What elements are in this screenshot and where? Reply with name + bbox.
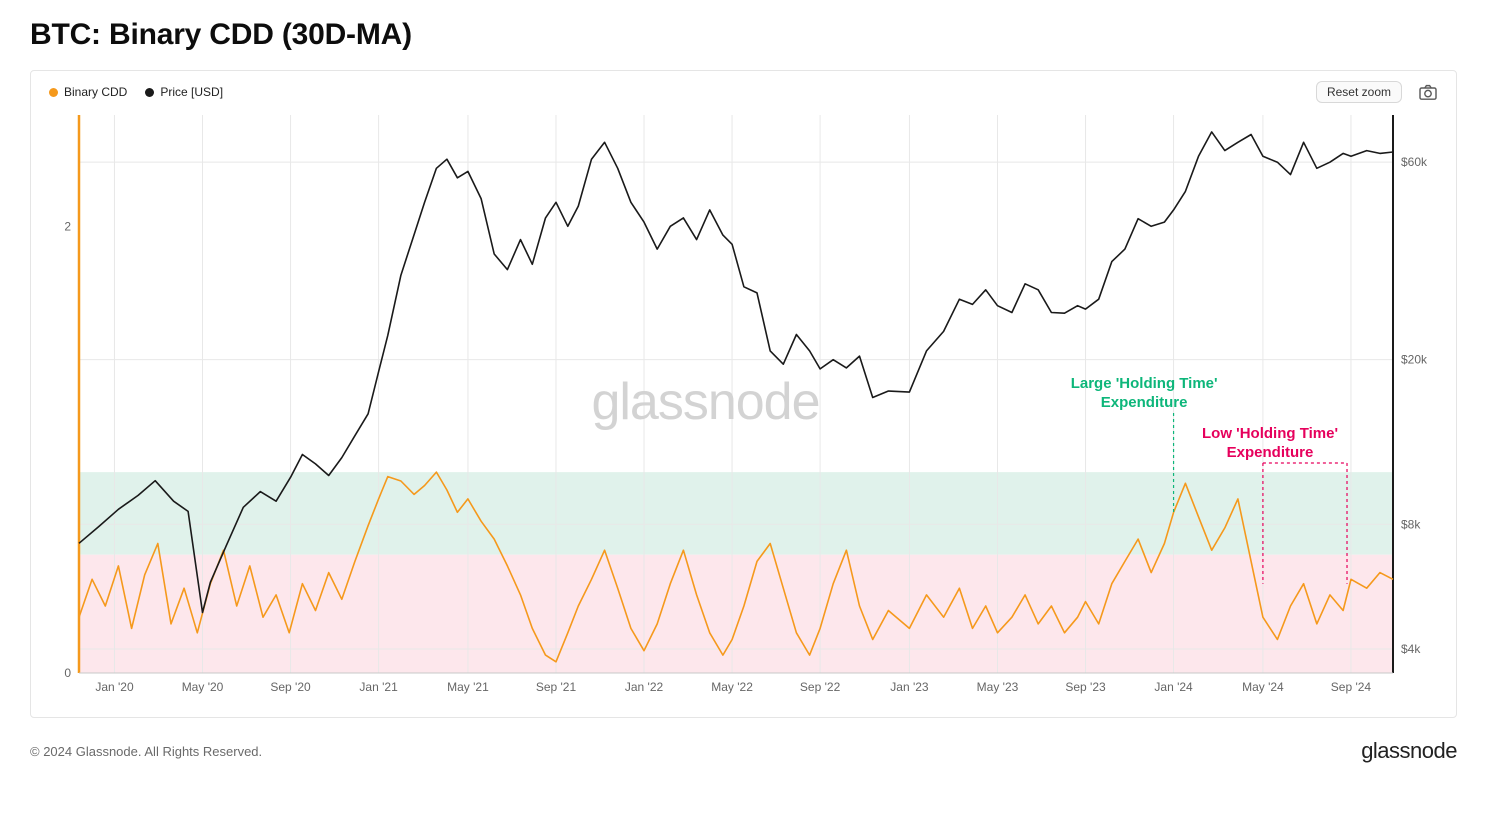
footer: © 2024 Glassnode. All Rights Reserved. g… xyxy=(30,738,1457,764)
legend-row: Binary CDD Price [USD] Reset zoom xyxy=(43,81,1444,107)
legend-dot-price xyxy=(145,88,154,97)
legend-item-price[interactable]: Price [USD] xyxy=(145,85,223,99)
svg-text:Jan '20: Jan '20 xyxy=(95,680,134,694)
legend-dot-binary-cdd xyxy=(49,88,58,97)
svg-text:May '24: May '24 xyxy=(1242,680,1284,694)
legend-label-price: Price [USD] xyxy=(160,85,223,99)
svg-text:May '20: May '20 xyxy=(182,680,224,694)
camera-icon[interactable] xyxy=(1418,84,1438,100)
page-title: BTC: Binary CDD (30D-MA) xyxy=(30,18,1457,52)
glassnode-logo: glassnode xyxy=(1361,738,1457,764)
svg-text:Jan '24: Jan '24 xyxy=(1154,680,1193,694)
svg-text:2: 2 xyxy=(64,220,71,234)
plot-area[interactable]: Jan '20 May '20 Sep '20 Jan '21 May '21 Sep '… xyxy=(43,107,1444,707)
svg-text:Sep '24: Sep '24 xyxy=(1331,680,1372,694)
svg-text:$60k: $60k xyxy=(1401,155,1428,169)
svg-text:May '21: May '21 xyxy=(447,680,489,694)
svg-text:$8k: $8k xyxy=(1401,517,1421,531)
svg-text:$4k: $4k xyxy=(1401,642,1421,656)
svg-text:0: 0 xyxy=(64,666,71,680)
svg-text:Jan '22: Jan '22 xyxy=(625,680,664,694)
svg-text:May '23: May '23 xyxy=(977,680,1019,694)
chart-frame: Binary CDD Price [USD] Reset zoom Jan '2… xyxy=(30,70,1457,718)
svg-text:Sep '20: Sep '20 xyxy=(270,680,311,694)
svg-text:$20k: $20k xyxy=(1401,353,1428,367)
legend-label-binary-cdd: Binary CDD xyxy=(64,85,127,99)
svg-text:Jan '23: Jan '23 xyxy=(890,680,929,694)
plot-svg: Jan '20 May '20 Sep '20 Jan '21 May '21 Sep '… xyxy=(43,107,1443,707)
copyright: © 2024 Glassnode. All Rights Reserved. xyxy=(30,744,262,759)
reset-zoom-button[interactable]: Reset zoom xyxy=(1316,81,1402,103)
svg-text:Sep '22: Sep '22 xyxy=(800,680,841,694)
svg-text:Sep '23: Sep '23 xyxy=(1065,680,1106,694)
svg-text:Jan '21: Jan '21 xyxy=(359,680,398,694)
svg-text:Sep '21: Sep '21 xyxy=(536,680,577,694)
legend-item-binary-cdd[interactable]: Binary CDD xyxy=(49,85,127,99)
svg-text:May '22: May '22 xyxy=(711,680,753,694)
